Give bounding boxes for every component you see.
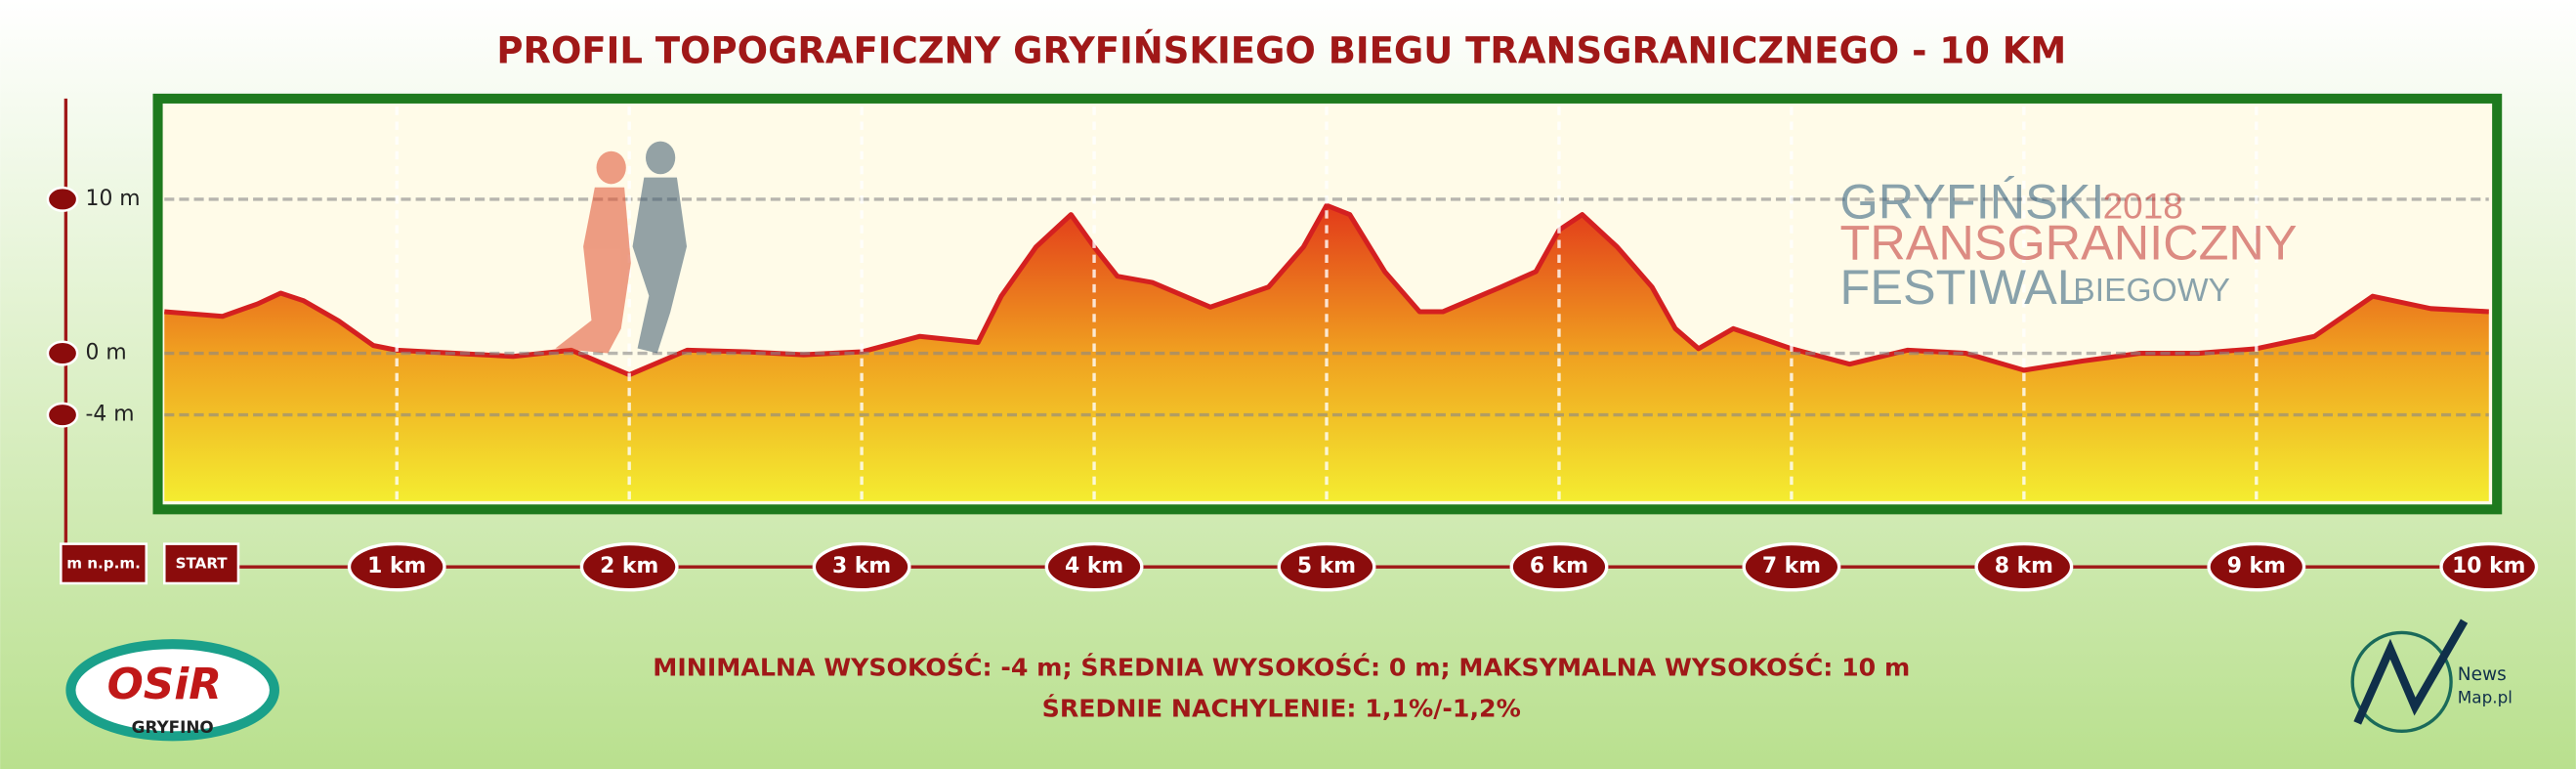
newsmap-logo bbox=[2350, 630, 2453, 734]
line bbox=[164, 202, 2489, 378]
y-tick-label: 10 m bbox=[86, 187, 141, 211]
osir-logo bbox=[65, 639, 279, 742]
runners bbox=[555, 141, 688, 354]
y-tick-label: 0 m bbox=[86, 341, 127, 365]
chart-title: PROFIL TOPOGRAFICZNY GRYFIŃSKIEGO BIEGU … bbox=[496, 28, 2066, 71]
y-tick-label: -4 m bbox=[86, 403, 135, 427]
x-tick-mark bbox=[812, 541, 911, 592]
watermark: GRYFIŃSKI 2018 TRANSGRANICZNY FESTIWAL B… bbox=[1840, 174, 2298, 315]
x-tick-label: 9 km bbox=[2227, 554, 2286, 578]
x-tick-label: 6 km bbox=[1530, 554, 1588, 578]
note: MINIMALNA WYSOKOŚĆ: -4 m; ŚREDNIA WYSOKO… bbox=[653, 652, 1910, 681]
gryfino-text: GRYFINO bbox=[132, 717, 214, 737]
watermark-text: BIEGOWY bbox=[2073, 273, 2230, 309]
newsmap-mark bbox=[2353, 619, 2469, 725]
x-tick-label: 5 km bbox=[1297, 554, 1356, 578]
note: ŚREDNIE NACHYLENIE: 1,1%/-1,2% bbox=[1042, 693, 1521, 722]
x-tick-mark bbox=[1509, 541, 1609, 592]
y-tick-mark bbox=[46, 186, 79, 212]
x-tick-label: 7 km bbox=[1762, 554, 1821, 578]
x-tick-label: 1 km bbox=[367, 554, 426, 578]
watermark-text: 2018 bbox=[2103, 186, 2183, 226]
watermark-text: GRYFIŃSKI bbox=[1840, 174, 2105, 230]
newsmap-text: News bbox=[2458, 664, 2507, 685]
y-tick-mark bbox=[46, 340, 79, 366]
newsmap-text: Map.pl bbox=[2458, 688, 2513, 707]
watermark-text: FESTIWAL bbox=[1840, 259, 2085, 315]
watermark-text: TRANSGRANICZNY bbox=[1840, 215, 2298, 271]
x-tick-label: 8 km bbox=[1995, 554, 2053, 578]
x-tick-mark bbox=[1742, 541, 1841, 592]
x-tick-mark bbox=[1974, 541, 2074, 592]
x-tick-label: 4 km bbox=[1065, 554, 1123, 578]
x-tick-mark bbox=[1044, 541, 1144, 592]
unit-box bbox=[60, 542, 148, 585]
x-tick-mark bbox=[579, 541, 679, 592]
x-tick-label: 3 km bbox=[832, 554, 891, 578]
osir-logo-text: OSiR bbox=[107, 660, 222, 709]
y-tick-mark bbox=[46, 402, 79, 428]
x-tick-label: 2 km bbox=[600, 554, 658, 578]
x-tick-mark bbox=[2207, 541, 2306, 592]
x-tick-label: START bbox=[176, 554, 229, 572]
x-tick-mark bbox=[2439, 541, 2539, 592]
x-tick-mark bbox=[1277, 541, 1376, 592]
x-tick-mark bbox=[163, 542, 240, 585]
x-tick-label: 10 km bbox=[2452, 554, 2525, 578]
x-tick-mark bbox=[347, 541, 446, 592]
y-label: m n.p.m. bbox=[66, 554, 141, 572]
